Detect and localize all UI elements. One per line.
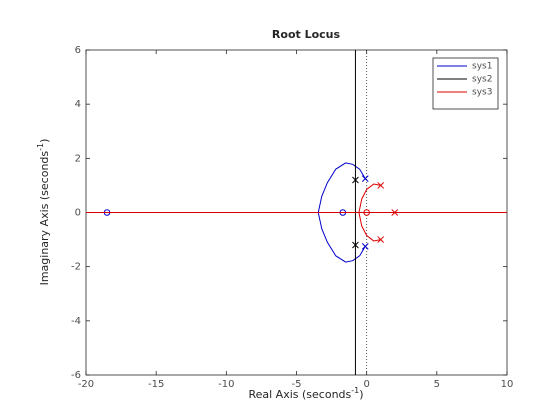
legend-label: sys1 bbox=[472, 62, 492, 72]
x-tick-label: 5 bbox=[434, 379, 440, 390]
pole-marker bbox=[391, 209, 399, 216]
x-tick-label: 10 bbox=[501, 379, 514, 390]
x-label-text: Real Axis (seconds bbox=[248, 388, 351, 401]
pole-marker bbox=[352, 176, 359, 184]
y-axis-label: Imaginary Axis (seconds-1) bbox=[36, 139, 52, 286]
y-tick-label: -6 bbox=[71, 370, 81, 381]
y-tick-label: 0 bbox=[75, 208, 81, 219]
y-tick-label: 2 bbox=[75, 153, 81, 164]
x-axis-label: Real Axis (seconds-1) bbox=[248, 386, 363, 402]
x-label-exp: -1 bbox=[351, 386, 359, 395]
pole-marker bbox=[361, 175, 369, 182]
x-tick-label: -5 bbox=[292, 379, 302, 390]
y-tick-label: -2 bbox=[71, 262, 81, 273]
x-tick-label: -10 bbox=[218, 379, 234, 390]
y-label-text: Imaginary Axis (seconds bbox=[38, 151, 51, 286]
x-tick-label: 0 bbox=[363, 379, 369, 390]
legend-label: sys2 bbox=[472, 75, 492, 85]
y-label-exp: -1 bbox=[36, 143, 45, 151]
locus-line bbox=[86, 183, 507, 242]
legend-label: sys3 bbox=[472, 88, 492, 98]
y-tick-label: 4 bbox=[75, 99, 81, 110]
zero-marker bbox=[363, 209, 370, 216]
x-label-end: ) bbox=[359, 388, 363, 401]
y-tick-label: 6 bbox=[75, 45, 81, 56]
pole-marker bbox=[377, 182, 385, 189]
y-tick-label: -4 bbox=[71, 316, 81, 327]
y-label-end: ) bbox=[38, 139, 51, 143]
x-tick-label: -15 bbox=[148, 379, 164, 390]
x-tick-label: -20 bbox=[78, 379, 94, 390]
chart-title: Root Locus bbox=[272, 28, 341, 41]
pole-marker bbox=[377, 236, 385, 243]
pole-marker bbox=[361, 243, 369, 250]
pole-marker bbox=[352, 241, 359, 249]
